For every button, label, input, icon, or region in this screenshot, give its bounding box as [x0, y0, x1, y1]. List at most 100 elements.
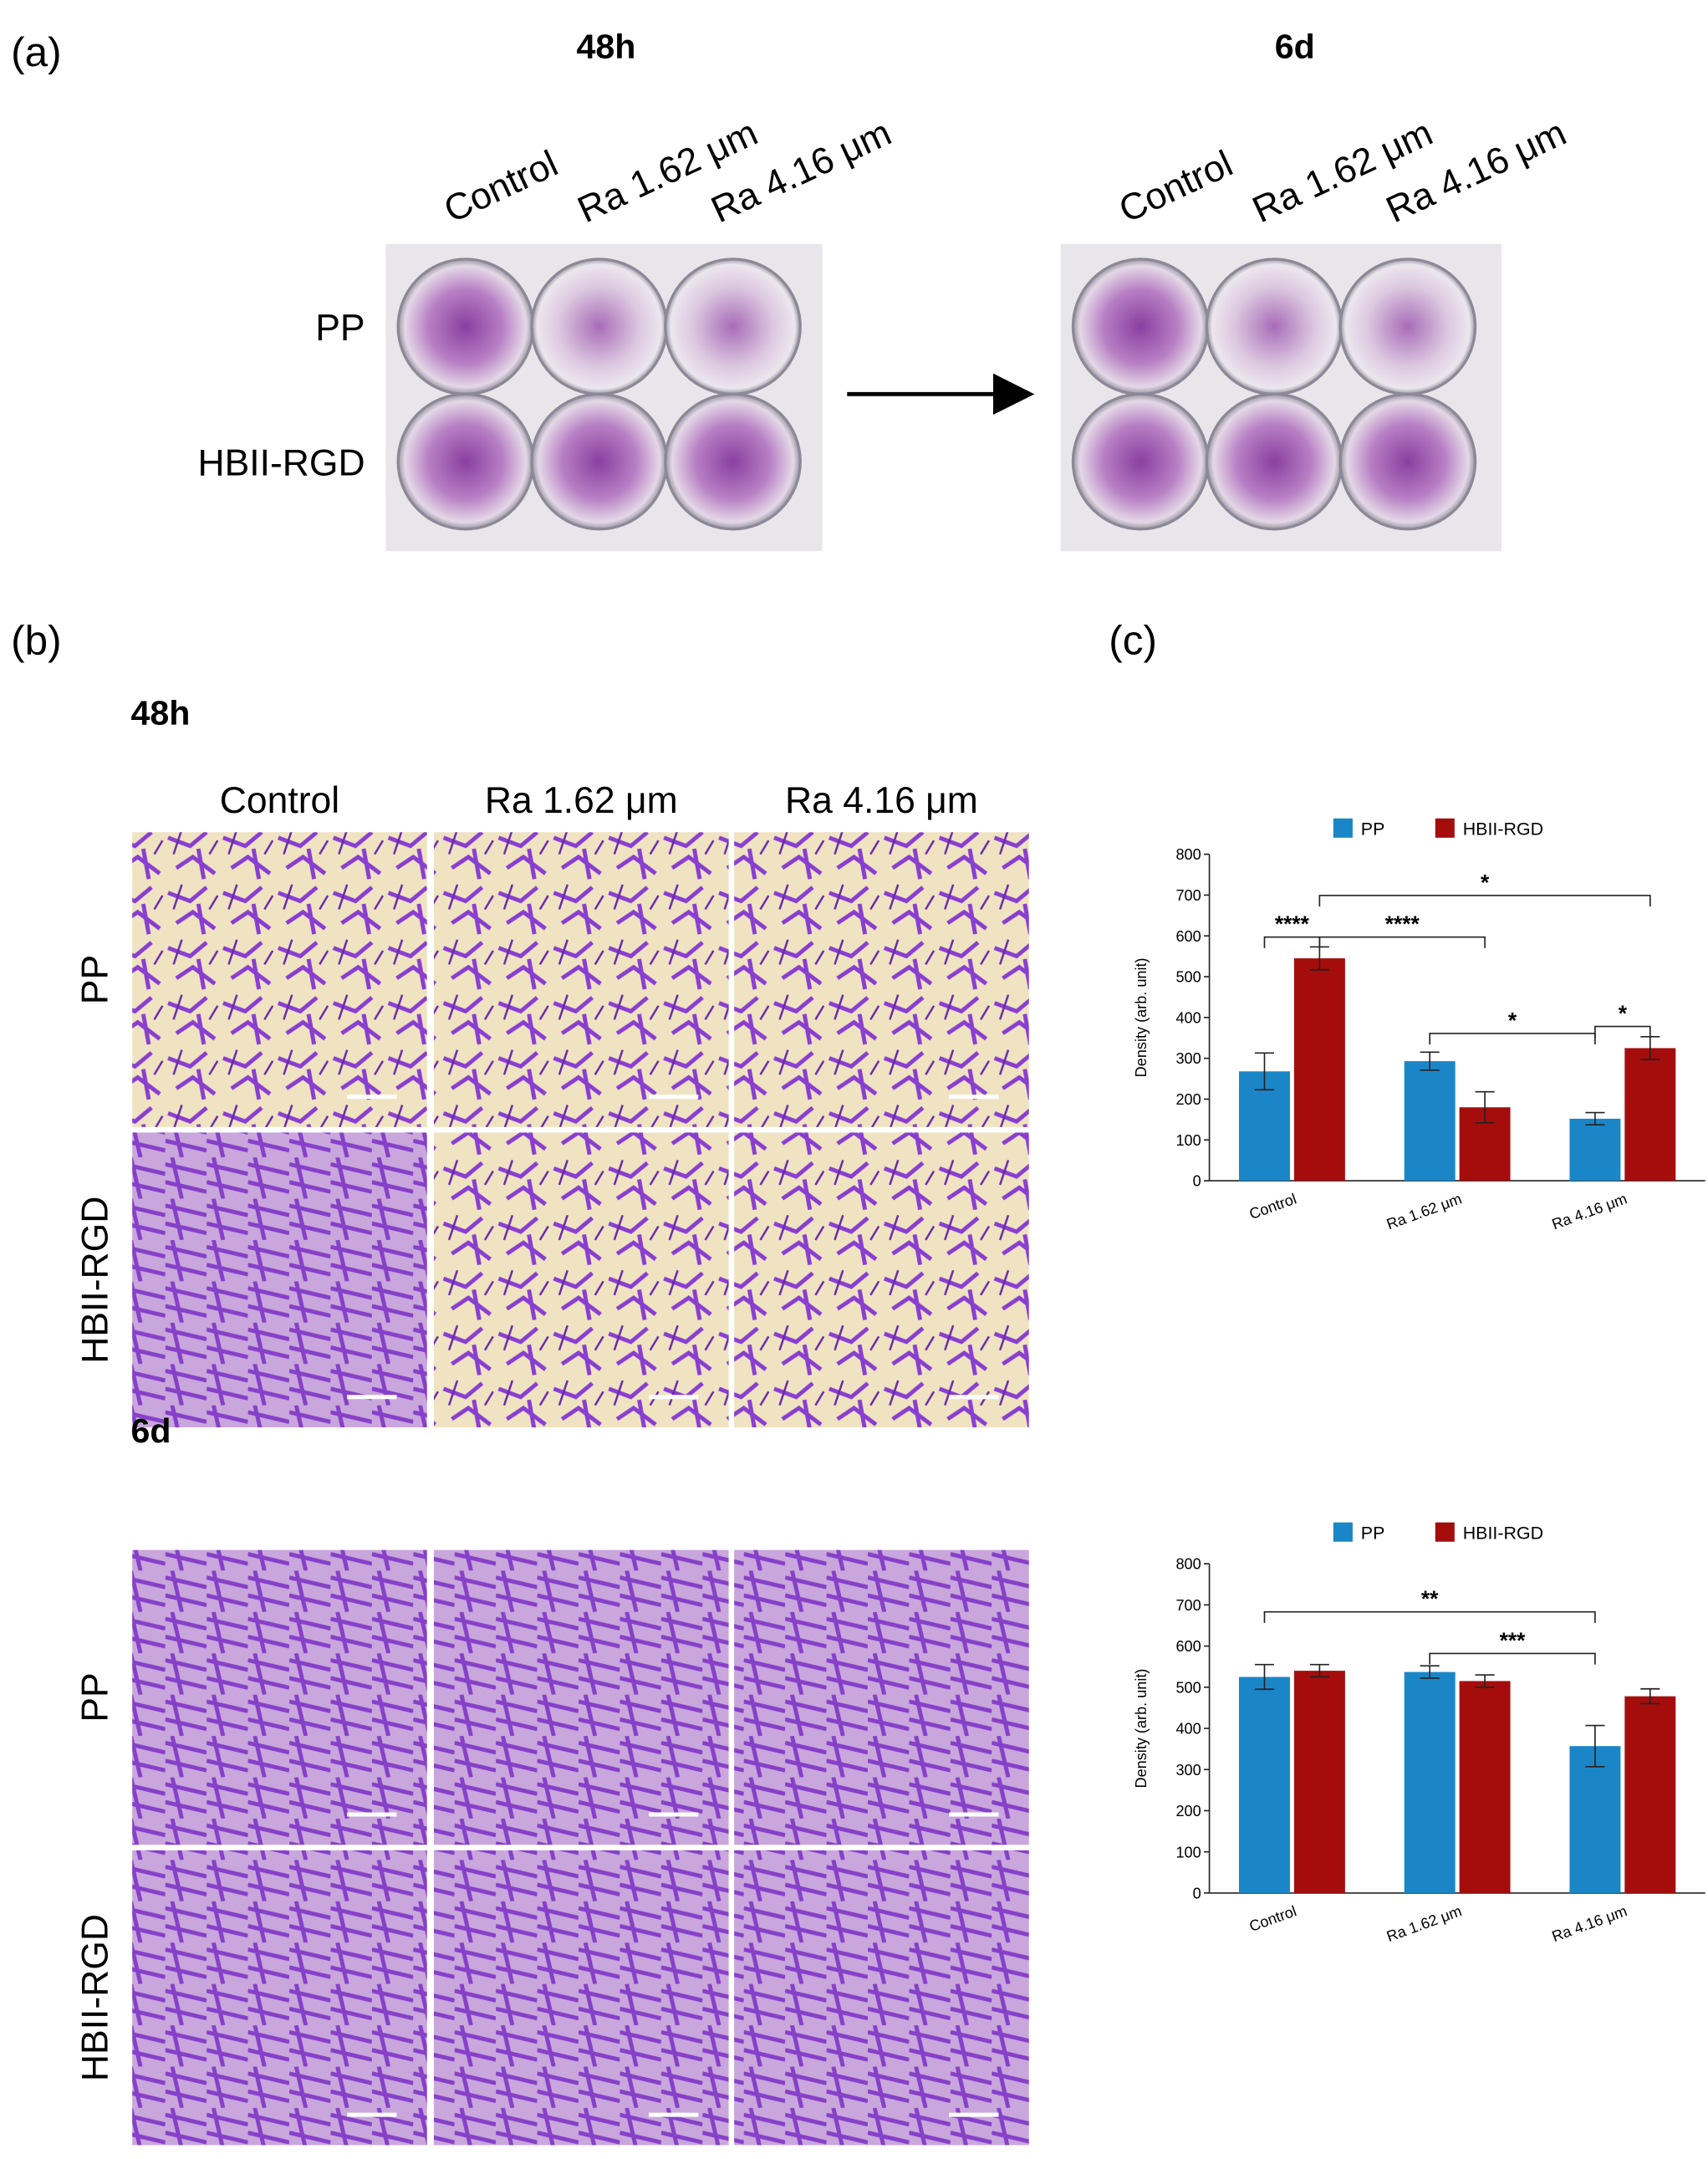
- bar: [1459, 1681, 1511, 1893]
- y-tick-label: 200: [1175, 1091, 1201, 1108]
- error-bar: [1585, 1111, 1605, 1126]
- error-bar: [1309, 1663, 1329, 1678]
- x-tick-label: Ra 4.16 μm: [1550, 1902, 1629, 1945]
- micrograph: [433, 832, 729, 1127]
- significance-label: *: [1508, 1008, 1517, 1033]
- well: [1071, 258, 1210, 396]
- x-tick-label: Control: [1247, 1902, 1299, 1935]
- row-label: HBII-RGD: [197, 443, 365, 484]
- panel-label: (b): [11, 618, 61, 664]
- y-tick-label: 100: [1175, 1132, 1201, 1149]
- micrograph: [132, 1132, 427, 1428]
- legend-swatch: [1435, 1522, 1455, 1542]
- significance-label: ***: [1500, 1628, 1527, 1653]
- legend-label: PP: [1361, 819, 1385, 840]
- column-label: Control: [438, 143, 564, 231]
- micrograph: [734, 1549, 1029, 1845]
- significance-label: ****: [1275, 911, 1310, 937]
- legend-label: PP: [1361, 1523, 1385, 1543]
- y-tick-label: 500: [1175, 969, 1201, 986]
- time-label: 6d: [1275, 27, 1315, 65]
- panel-label: (c): [1109, 618, 1157, 664]
- y-tick-label: 0: [1193, 1885, 1201, 1901]
- legend-label: HBII-RGD: [1463, 1523, 1543, 1543]
- row-label: PP: [75, 955, 116, 1004]
- y-tick-label: 0: [1193, 1173, 1201, 1190]
- y-tick-label: 200: [1175, 1803, 1201, 1820]
- micrograph: [433, 1132, 729, 1428]
- legend-swatch: [1435, 818, 1455, 838]
- micrograph: [132, 1549, 427, 1845]
- micrograph: [734, 832, 1029, 1127]
- y-tick-label: 800: [1175, 1556, 1201, 1573]
- y-tick-label: 400: [1175, 1009, 1201, 1026]
- time-label: 48h: [576, 27, 635, 65]
- y-tick-label: 300: [1175, 1050, 1201, 1067]
- bar: [1293, 958, 1345, 1182]
- significance-bracket: [1318, 936, 1486, 948]
- column-label: Control: [1113, 143, 1239, 231]
- panel-label: (a): [11, 29, 61, 75]
- micrograph: [132, 1850, 427, 2146]
- legend-swatch: [1333, 818, 1353, 838]
- bar: [1569, 1746, 1621, 1893]
- well: [1071, 392, 1210, 531]
- well: [1205, 392, 1343, 531]
- y-tick-label: 700: [1175, 1597, 1201, 1614]
- micrograph: [734, 1132, 1029, 1428]
- row-label: HBII-RGD: [75, 1914, 116, 2081]
- y-tick-label: 700: [1175, 887, 1201, 904]
- error-bar: [1640, 1687, 1660, 1705]
- y-tick-label: 500: [1175, 1679, 1201, 1696]
- well: [1338, 392, 1477, 531]
- bar: [1293, 1671, 1345, 1893]
- row-label: HBII-RGD: [75, 1197, 116, 1364]
- column-label: Ra 4.16 μm: [785, 780, 978, 821]
- significance-label: **: [1421, 1586, 1439, 1611]
- y-tick-label: 400: [1175, 1721, 1201, 1738]
- x-tick-label: Ra 1.62 μm: [1384, 1190, 1464, 1233]
- y-tick-label: 600: [1175, 928, 1201, 945]
- well: [530, 392, 669, 531]
- significance-label: ****: [1385, 911, 1420, 937]
- legend-label: HBII-RGD: [1463, 819, 1543, 840]
- significance-bracket: [1429, 1652, 1596, 1665]
- row-label: PP: [315, 308, 365, 349]
- significance-bracket: [1429, 1033, 1596, 1045]
- well: [664, 392, 802, 531]
- x-tick-label: Ra 4.16 μm: [1550, 1190, 1629, 1233]
- significance-bracket: [1318, 895, 1651, 907]
- y-tick-label: 300: [1175, 1762, 1201, 1779]
- column-label: Ra 1.62 μm: [485, 780, 678, 821]
- y-tick-label: 600: [1175, 1638, 1201, 1655]
- time-label: 6d: [131, 1411, 171, 1450]
- y-tick-label: 800: [1175, 846, 1201, 863]
- bar: [1238, 1677, 1290, 1893]
- bar: [1569, 1118, 1621, 1182]
- legend-swatch: [1333, 1522, 1353, 1542]
- error-bar: [1585, 1724, 1605, 1768]
- x-tick-label: Ra 1.62 μm: [1384, 1902, 1464, 1945]
- error-bar: [1475, 1090, 1495, 1124]
- bar: [1404, 1672, 1456, 1893]
- y-tick-label: 100: [1175, 1844, 1201, 1860]
- x-tick-label: Control: [1247, 1190, 1299, 1222]
- well: [396, 258, 535, 396]
- significance-bracket: [1594, 1025, 1651, 1038]
- y-axis-label: Density (arb. unit): [1133, 1669, 1150, 1789]
- error-bar: [1475, 1674, 1495, 1688]
- column-label: Control: [220, 780, 339, 821]
- bar: [1404, 1061, 1456, 1182]
- bar: [1624, 1048, 1676, 1182]
- error-bar: [1254, 1052, 1275, 1091]
- well: [1338, 258, 1477, 396]
- well: [1205, 258, 1343, 396]
- row-label: PP: [75, 1672, 116, 1722]
- significance-label: *: [1619, 1001, 1628, 1026]
- micrograph: [433, 1549, 729, 1845]
- significance-label: *: [1481, 870, 1490, 895]
- error-bar: [1254, 1663, 1275, 1691]
- significance-bracket: [1263, 1610, 1596, 1623]
